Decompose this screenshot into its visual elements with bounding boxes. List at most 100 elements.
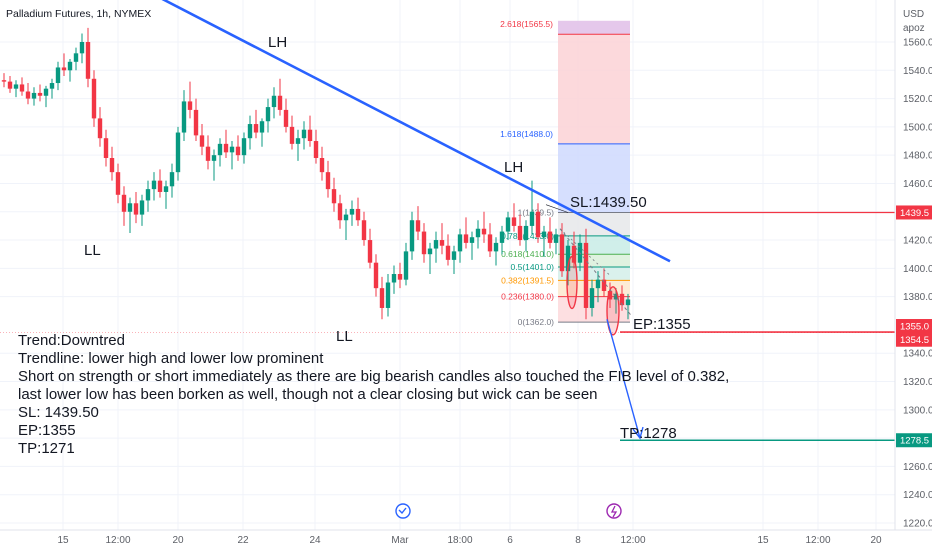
candle-body <box>283 109 289 127</box>
candle-body <box>319 158 325 173</box>
event-marker-purple[interactable] <box>606 503 622 519</box>
event-marker-blue[interactable] <box>395 503 411 519</box>
candle-body <box>391 274 397 283</box>
event-circle-purple <box>606 503 622 519</box>
price-tag <box>896 332 932 347</box>
chart-title: Palladium Futures, 1h, NYMEX <box>6 8 151 20</box>
candle-body <box>535 211 541 238</box>
candle-body <box>385 282 391 308</box>
candle-body <box>163 186 169 192</box>
candle-body <box>139 200 145 215</box>
candle-body <box>133 203 139 215</box>
time-tick-label: 8 <box>575 535 581 546</box>
price-tick-label: 1420.0 <box>903 236 932 247</box>
candle-body <box>355 208 361 221</box>
candle-body <box>49 83 55 89</box>
candle-body <box>517 225 523 241</box>
swing-label-ll-2: LL <box>336 328 353 345</box>
ep-level-label: EP:1355 <box>633 316 691 333</box>
candle-body <box>589 288 595 308</box>
price-tick-label: 1500.0 <box>903 122 932 133</box>
swing-label-lh-1: LH <box>268 34 287 51</box>
candle-body <box>361 220 367 241</box>
price-tag <box>896 433 932 448</box>
candle-body <box>511 217 517 226</box>
price-tick-label: 1560.0 <box>903 38 932 49</box>
candle-body <box>487 234 493 252</box>
price-tick-label: 1260.0 <box>903 462 932 473</box>
price-tick-label: 1480.0 <box>903 151 932 162</box>
time-tick-label: 15 <box>757 535 769 546</box>
price-tag-label: 1278.5 <box>900 436 929 447</box>
price-tick-label: 1320.0 <box>903 377 932 388</box>
time-tick-label: 15 <box>57 535 69 546</box>
candle-body <box>529 211 535 226</box>
candle-body <box>205 146 211 161</box>
candle-body <box>607 290 613 300</box>
candle-body <box>193 109 199 136</box>
candle-body <box>7 81 13 89</box>
time-tick-label: 24 <box>309 535 321 546</box>
candle-body <box>289 126 295 144</box>
time-tick-label: 12:00 <box>105 535 130 546</box>
event-icon-blue <box>398 507 407 515</box>
candle-body <box>397 274 403 280</box>
price-axis[interactable]: USD apoz 1560.0 1540.0 1520.0 1500.0 1480.0 1… <box>894 0 932 530</box>
candle-body <box>601 279 607 291</box>
candle-body <box>349 208 355 215</box>
price-tick-label: 1460.0 <box>903 179 932 190</box>
candle-body <box>25 91 31 99</box>
candle-body <box>85 42 91 79</box>
candle-body <box>37 92 43 96</box>
projection-dashed <box>559 228 633 317</box>
fib-band <box>558 34 630 144</box>
price-axis-currency: USD <box>903 9 924 20</box>
candle-body <box>61 67 67 71</box>
candle-body <box>499 231 505 243</box>
candle-body <box>235 146 241 156</box>
fib-level-label: 1.618(1488.0) <box>500 129 553 139</box>
price-tag-label: 1355.0 <box>900 322 929 333</box>
candle-body <box>469 237 475 243</box>
downtrend-line[interactable] <box>158 0 671 263</box>
candle-body <box>439 240 445 246</box>
time-tick-label: 18:00 <box>447 535 472 546</box>
price-tick-label: 1540.0 <box>903 66 932 77</box>
fib-band <box>558 212 630 236</box>
candle-body <box>19 84 25 92</box>
note-line-1: Trend:Downtred <box>18 332 125 349</box>
price-tick-label: 1380.0 <box>903 292 932 303</box>
candle-body <box>553 234 559 243</box>
time-tick-label: 12:00 <box>620 535 645 546</box>
candle-body <box>451 251 457 260</box>
candle-body <box>79 42 85 54</box>
candle-body <box>523 225 529 241</box>
target-arrow <box>606 319 641 439</box>
candle-body <box>103 138 109 159</box>
swing-label-ll-1: LL <box>84 242 101 259</box>
candle-body <box>325 172 331 190</box>
candle-body <box>43 88 49 96</box>
candlestick-series <box>1 27 631 320</box>
price-tick-label: 1340.0 <box>903 349 932 360</box>
candle-body <box>259 121 265 133</box>
candle-body <box>475 228 481 238</box>
candle-body <box>613 293 619 300</box>
note-line-6: EP:1355 <box>18 422 76 439</box>
time-tick-label: 6 <box>507 535 513 546</box>
candle-body <box>367 240 373 263</box>
candle-body <box>241 138 247 156</box>
candle-body <box>253 124 259 133</box>
candle-body <box>229 146 235 153</box>
swing-label-lh-2: LH <box>504 159 523 176</box>
price-tag <box>896 205 932 220</box>
fib-level-label: 0.618(1410.0) <box>501 249 554 259</box>
fib-level-label: 0.382(1391.5) <box>501 275 554 285</box>
candle-body <box>595 279 601 289</box>
candle-body <box>187 101 193 110</box>
time-axis[interactable]: 15 12:00 20 22 24 Mar 18:00 6 8 12:00 15 12:00 20 <box>0 529 932 550</box>
candle-body <box>199 135 205 147</box>
candle-body <box>175 132 181 173</box>
sl-connector <box>545 204 569 213</box>
